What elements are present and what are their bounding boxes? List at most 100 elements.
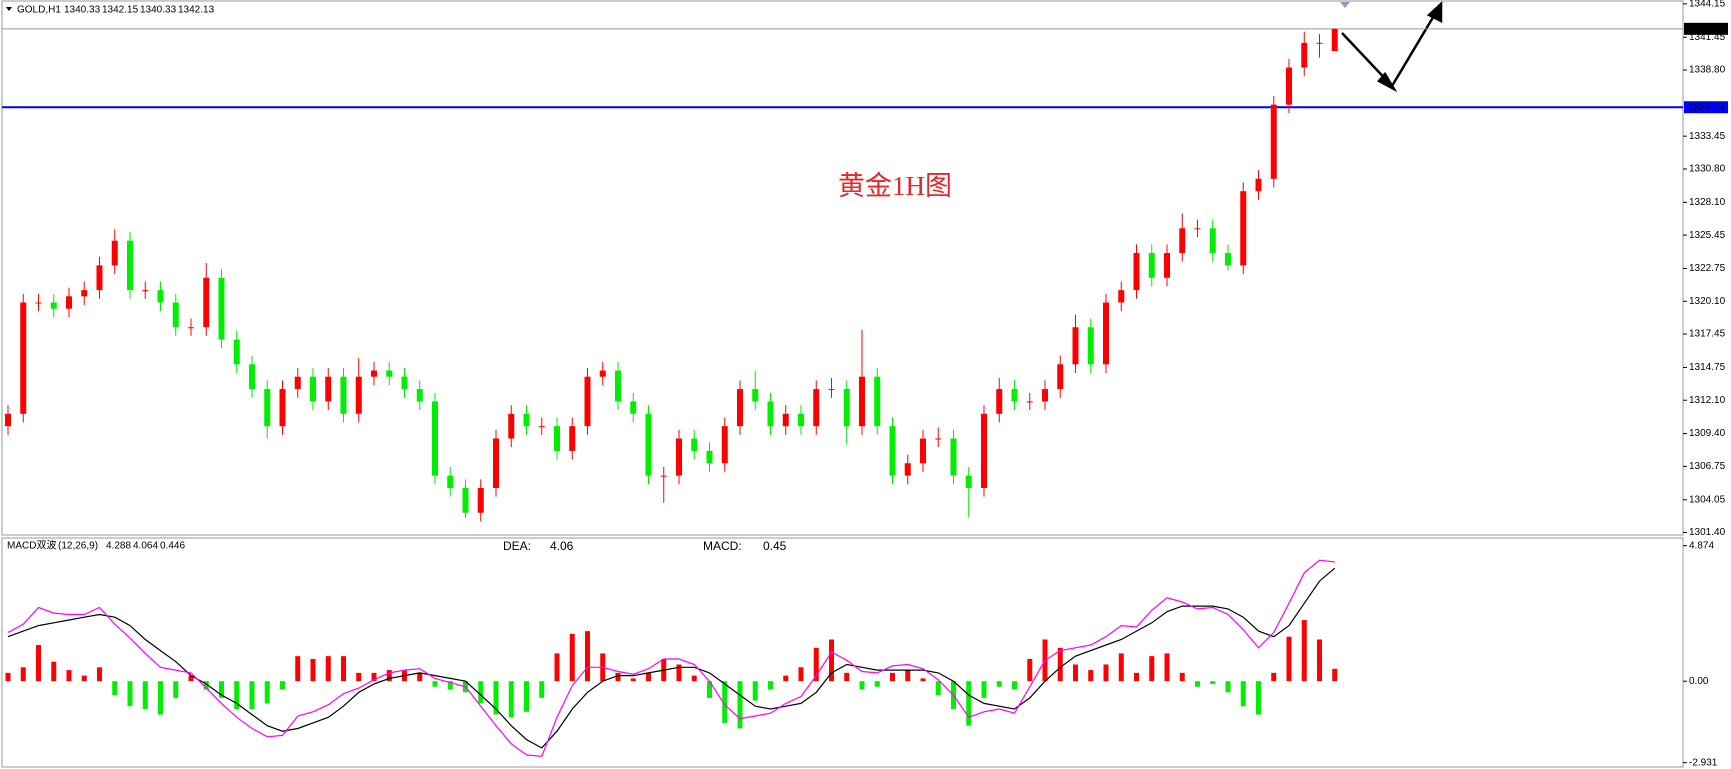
y-tick-label: 1314.75	[1689, 362, 1726, 373]
macd-bar	[630, 678, 636, 682]
macd-bar	[51, 661, 57, 682]
candle-body	[1179, 228, 1186, 254]
macd-bar	[1088, 670, 1094, 682]
candle-body	[996, 389, 1003, 414]
macd-bar	[386, 670, 392, 682]
candle-body	[965, 475, 972, 489]
macd-bar	[752, 681, 758, 701]
macd-bar	[234, 681, 240, 709]
macd-bar	[1271, 672, 1277, 682]
macd-bar	[783, 675, 789, 682]
candle-body	[218, 277, 225, 340]
y-tick-label: 1301.40	[1689, 527, 1726, 538]
macd-bar	[158, 681, 163, 715]
candle-body	[1103, 302, 1109, 365]
macd-bar	[112, 681, 118, 696]
macd-bar	[66, 670, 72, 682]
macd-bar	[325, 656, 331, 682]
candle-body	[1072, 327, 1079, 365]
candle-body	[935, 438, 942, 440]
y-tick-label: 1317.45	[1689, 329, 1726, 340]
candle-body	[493, 438, 499, 489]
candle-body	[1316, 42, 1323, 44]
candle-body	[569, 426, 576, 451]
macd-bar	[691, 675, 697, 682]
macd-bar	[859, 681, 865, 690]
candle-body	[554, 426, 560, 451]
candle-body	[1011, 389, 1018, 402]
candle-body	[416, 389, 423, 402]
candle-body	[325, 376, 332, 402]
hist-last: 0.446	[160, 541, 185, 552]
candle-body	[81, 290, 88, 297]
y-tick-label: 1341.45	[1689, 32, 1726, 43]
macd-panel	[1, 537, 1684, 768]
close-price: 1342.13	[178, 5, 215, 16]
y-tick-label: 1322.75	[1689, 263, 1726, 274]
candle-body	[737, 389, 743, 427]
candle-body	[371, 370, 377, 377]
macd-bar	[707, 681, 712, 698]
candle-body	[1087, 327, 1094, 365]
macd-bar	[1103, 664, 1109, 682]
candle-body	[706, 450, 713, 464]
candle-body	[401, 376, 408, 390]
y-tick-label: -2.931	[1689, 757, 1718, 768]
macd-bar	[356, 672, 362, 682]
macd-bar	[371, 672, 377, 682]
macd-bar	[768, 681, 773, 690]
macd-label: MACD:	[703, 539, 742, 553]
candle-body	[157, 290, 164, 303]
candle-body	[1042, 389, 1048, 402]
candle-body	[584, 376, 591, 427]
candle-body	[111, 240, 118, 266]
macd-bar	[1057, 647, 1063, 682]
candle-body	[264, 389, 271, 427]
candle-body	[813, 389, 820, 427]
candle-body	[310, 376, 316, 402]
macd-bar	[1317, 639, 1322, 682]
macd-bar	[905, 670, 911, 682]
macd-bar	[585, 631, 590, 682]
macd-bar	[1012, 681, 1017, 690]
macd-bar	[813, 647, 819, 682]
y-tick-label: 1325.45	[1689, 230, 1726, 241]
candle-body	[188, 327, 194, 329]
candle-body	[904, 463, 911, 476]
macd-bar	[1210, 681, 1216, 684]
macd-bar	[142, 681, 148, 709]
candle-body	[660, 475, 667, 477]
macd-bar	[1134, 672, 1139, 682]
candle-body	[127, 240, 133, 291]
macd-bar	[996, 681, 1002, 687]
macd-bar	[417, 672, 423, 682]
panel-menu-icon[interactable]	[6, 7, 12, 11]
macd-bar	[264, 681, 270, 704]
candle-body	[752, 389, 759, 402]
candle-body	[767, 401, 774, 427]
candle-body	[447, 475, 454, 489]
macd-bar	[447, 681, 453, 690]
y-tick-label: 1304.05	[1689, 494, 1726, 505]
candle-body	[645, 413, 652, 476]
candle-body	[203, 277, 210, 328]
macd-bar	[1073, 664, 1078, 682]
candle-body	[721, 426, 728, 464]
candle-body	[233, 339, 240, 365]
macd-bar	[874, 681, 880, 687]
y-tick-label: 1306.75	[1689, 461, 1726, 472]
low-price: 1340.33	[140, 5, 177, 16]
macd-bar	[1240, 681, 1246, 707]
macd-bar	[539, 681, 545, 698]
candle-body	[981, 413, 987, 489]
macd-bar	[569, 633, 575, 682]
macd-bar	[1256, 681, 1261, 715]
candle-body	[1255, 178, 1262, 192]
candle-body	[523, 413, 530, 427]
macd-bar	[844, 672, 850, 682]
macd-bar	[280, 681, 285, 690]
macd-bar	[493, 681, 499, 715]
macd-bar	[508, 681, 514, 718]
y-tick-label: 1328.10	[1689, 197, 1726, 208]
candle-body	[889, 426, 896, 476]
